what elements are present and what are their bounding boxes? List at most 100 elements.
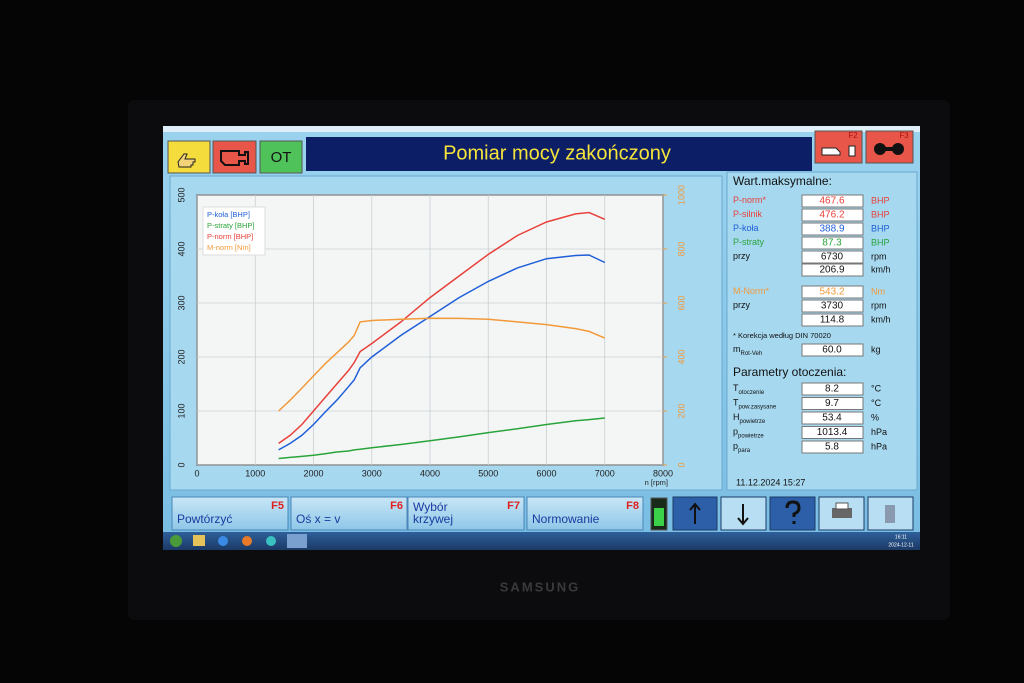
label-text: M-Norm* xyxy=(733,286,769,296)
value-box xyxy=(801,222,864,236)
legend-entry: M-norm [Nm] xyxy=(207,243,251,252)
unit: °C xyxy=(871,398,882,408)
title: Pomiar mocy zakończony xyxy=(443,142,671,164)
f3-key: F3 xyxy=(899,131,909,140)
key-label: Powtórzyć xyxy=(177,512,232,526)
row-label: Hpowietrze xyxy=(733,412,766,424)
row-label: mRot-Veh xyxy=(733,344,762,356)
row-label: Tpow.zasysane xyxy=(733,398,777,410)
taskbar-icon[interactable] xyxy=(193,535,205,546)
row-label: przy xyxy=(733,300,751,310)
engine-button[interactable] xyxy=(212,140,257,174)
roller-icon xyxy=(880,147,898,151)
value-box xyxy=(801,285,864,299)
clock-time: 16:11 xyxy=(895,534,907,540)
label-sub: powietrze xyxy=(738,433,764,439)
value: 476.2 xyxy=(819,210,844,221)
ambient-heading: Parametry otoczenia: xyxy=(733,365,846,379)
value: 1013.4 xyxy=(817,427,848,438)
din-note: * Korekcja według DIN 70020 xyxy=(733,331,831,340)
unit: rpm xyxy=(871,300,887,310)
down-icon xyxy=(737,504,749,526)
ot-button[interactable] xyxy=(259,140,303,174)
unit: km/h xyxy=(871,264,891,274)
value: 6730 xyxy=(821,252,844,263)
function-key[interactable] xyxy=(171,496,289,531)
y-tick-label: 500 xyxy=(176,187,186,202)
series-line xyxy=(278,317,606,412)
max-heading: Wart.maksymalne: xyxy=(733,174,832,188)
legend-entry: P-koła [BHP] xyxy=(207,210,250,219)
row-label: Totoczenie xyxy=(733,383,765,395)
hand-icon xyxy=(177,153,196,168)
unit: BHP xyxy=(871,237,890,247)
taskbar-icon[interactable] xyxy=(266,536,276,546)
taskbar-icon[interactable] xyxy=(242,536,252,546)
unit: BHP xyxy=(871,223,890,233)
value-box xyxy=(801,299,864,313)
title-box xyxy=(306,137,812,171)
label-text: P-koła xyxy=(733,223,759,233)
label-text: P-norm* xyxy=(733,195,767,205)
value: 3730 xyxy=(821,301,844,312)
start-button[interactable] xyxy=(170,535,182,547)
taskbar xyxy=(163,532,920,550)
value-box xyxy=(801,250,864,264)
label-sub: para xyxy=(738,448,751,454)
values: P-norm* 467.6 BHP P-silnik 476.2 BHP P-koła 388… xyxy=(733,194,891,454)
exit-button[interactable] xyxy=(867,496,914,531)
y-tick-label: 300 xyxy=(176,295,186,310)
series-line xyxy=(278,254,606,451)
label-text: H xyxy=(733,412,740,422)
label-text: T xyxy=(733,383,739,393)
car-icon xyxy=(821,147,841,156)
function-key[interactable] xyxy=(526,496,644,531)
key-label: krzywej xyxy=(413,512,453,526)
y-tick-label: 0 xyxy=(176,462,186,467)
value-box xyxy=(801,194,864,208)
label-text: przy xyxy=(733,251,751,261)
function-key[interactable] xyxy=(290,496,408,531)
y2-tick-label: 400 xyxy=(676,349,686,364)
unit: kg xyxy=(871,344,881,354)
device-icon xyxy=(848,145,856,157)
value-box xyxy=(801,236,864,250)
status-led-fill xyxy=(654,508,664,526)
y2-tick-label: 800 xyxy=(676,241,686,256)
legend-entry: P-norm [BHP] xyxy=(207,232,253,241)
value: 53.4 xyxy=(822,413,842,424)
series-line xyxy=(278,417,605,460)
value-box xyxy=(801,343,864,357)
key-code: F7 xyxy=(507,500,520,512)
hand-button[interactable] xyxy=(167,140,211,174)
unit: hPa xyxy=(871,441,887,451)
x-tick-label: 8000 xyxy=(653,468,673,478)
row-label: P-silnik xyxy=(733,209,763,219)
door-icon xyxy=(885,505,895,523)
label-text: P-straty xyxy=(733,237,765,247)
value: 467.6 xyxy=(819,196,844,207)
ot-label: OT xyxy=(271,149,292,166)
label-text: p xyxy=(733,441,738,451)
x-tick-label: 0 xyxy=(194,468,199,478)
x-tick-label: 4000 xyxy=(420,468,440,478)
taskbar-app[interactable] xyxy=(287,534,307,548)
y-tick-label: 400 xyxy=(176,241,186,256)
value: 87.3 xyxy=(822,238,842,249)
value: 206.9 xyxy=(819,265,844,276)
value-box xyxy=(801,411,864,425)
y2-tick-label: 200 xyxy=(676,403,686,418)
value-box xyxy=(801,426,864,439)
legend-entry: P-straty [BHP] xyxy=(207,221,255,230)
value: 8.2 xyxy=(825,384,839,395)
x-tick-label: 1000 xyxy=(245,468,265,478)
label-text: T xyxy=(733,398,739,408)
window-title-bar xyxy=(163,126,920,132)
y2-tick-label: 600 xyxy=(676,295,686,310)
value-box xyxy=(801,440,864,454)
function-key[interactable] xyxy=(407,496,525,531)
taskbar-icon[interactable] xyxy=(218,536,228,546)
unit: Nm xyxy=(871,286,885,296)
